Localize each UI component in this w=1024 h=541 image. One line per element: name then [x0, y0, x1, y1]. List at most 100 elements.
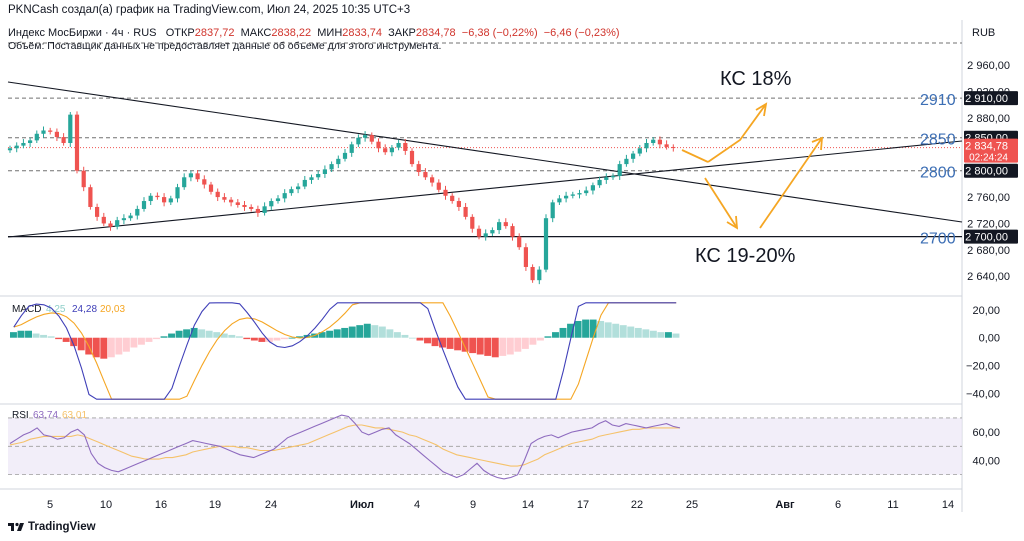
price-tick-label: 2 960,00 [967, 60, 1010, 72]
candle-body [182, 177, 187, 188]
candle-body [255, 208, 260, 213]
time-tick-label: 14 [522, 499, 534, 511]
macd-histogram-bar [446, 337, 454, 349]
macd-tick-label: 0,00 [979, 333, 1000, 345]
candle-body [376, 141, 381, 149]
macd-histogram-bar [288, 337, 296, 339]
macd-histogram-bar [604, 322, 612, 338]
price-tag-label: 2 800,00 [965, 166, 1008, 178]
candle-body [34, 133, 39, 141]
time-tick-label: 14 [942, 499, 954, 511]
candle-body [188, 173, 193, 178]
candle-body [148, 195, 153, 202]
candle-body [14, 145, 19, 149]
macd-histogram-bar [529, 337, 537, 345]
macd-histogram-bar [70, 337, 78, 347]
candle-body [396, 143, 401, 148]
macd-histogram-bar [393, 332, 401, 338]
price-tag-box [964, 229, 1018, 244]
macd-histogram-bar [664, 332, 672, 338]
macd-histogram-bar [55, 337, 63, 340]
time-tick-label: 24 [265, 499, 277, 511]
candle-body [175, 187, 180, 199]
candle-body [577, 193, 582, 195]
macd-signal-value: 20,03 [100, 304, 125, 315]
macd-histogram-bar [348, 326, 356, 338]
candle-body [423, 172, 428, 178]
macd-histogram-bar [168, 333, 176, 338]
candle-body [215, 191, 220, 198]
macd-histogram-bar [341, 327, 349, 338]
candle-body [329, 164, 334, 170]
macd-histogram-bar [552, 332, 559, 338]
macd-histogram-bar [469, 337, 477, 354]
level-number: 2800 [920, 165, 956, 182]
tradingview-logo: TradingView [8, 521, 96, 533]
candle-body [208, 184, 214, 192]
candle-body [336, 158, 341, 165]
macd-histogram-bar [424, 337, 431, 344]
rsi-ma-value: 63,01 [62, 410, 87, 421]
close-value: 2834,78 [415, 27, 456, 39]
candle-body [597, 179, 602, 186]
time-tick-label: Июл [350, 499, 374, 511]
rsi-tick-label: 60,00 [972, 427, 1000, 439]
change-value-2: −6,46 (−0,23%) [543, 27, 620, 39]
macd-histogram-bar [130, 337, 138, 348]
macd-histogram-bar [454, 337, 462, 351]
time-tick-label: 4 [414, 499, 420, 511]
currency-button[interactable]: RUB [972, 27, 996, 39]
candle-body [322, 169, 327, 174]
candle-body [88, 187, 93, 207]
candle-body [550, 202, 555, 219]
open-value: 2837,72 [194, 27, 235, 39]
macd-histogram-bar [265, 337, 273, 342]
rsi-value: 63,74 [33, 410, 58, 421]
macd-histogram-bar [514, 337, 522, 352]
macd-histogram-bar [115, 337, 123, 355]
macd-histogram-bar [401, 334, 409, 338]
macd-histogram-bar [213, 332, 221, 338]
macd-histogram-bar [190, 327, 198, 338]
candle-body [416, 164, 421, 173]
macd-histogram-bar [153, 337, 160, 340]
candle-body [7, 148, 13, 151]
candle-body [242, 204, 247, 207]
change-value: −6,38 (−0,22%) [461, 27, 538, 39]
candle-body [476, 228, 482, 237]
candle-body [168, 198, 173, 203]
price-tick-label: 2 640,00 [967, 271, 1010, 283]
macd-histogram-bar [183, 329, 191, 338]
candle-body [537, 269, 542, 281]
macd-histogram-bar [536, 337, 544, 341]
macd-histogram-bar [273, 337, 281, 341]
price-tag-label: 2 700,00 [965, 232, 1008, 244]
candle-body [275, 198, 281, 202]
price-tick-label: 2 720,00 [967, 218, 1010, 230]
trendlines [7, 81, 963, 238]
macd-histogram-bar [62, 337, 70, 342]
current-price-label: 2 834,78 [965, 141, 1008, 153]
candle-body [450, 195, 455, 202]
candle-body [409, 150, 415, 165]
candle-body [302, 179, 307, 187]
candle-body [61, 137, 66, 144]
candle-body [342, 152, 348, 159]
macd-histogram-bar [649, 330, 657, 338]
macd-histogram-bar [574, 320, 582, 338]
annotations: 2910 2850 2800 2700 КС 18% КС 19-20% [681, 68, 956, 267]
low-value: 2833,74 [342, 27, 383, 39]
branding-text: TradingView [28, 521, 96, 533]
candle-body [115, 220, 120, 227]
candle-body [664, 144, 669, 147]
time-tick-label: 22 [631, 499, 643, 511]
candle-body [48, 130, 53, 132]
level-number: 2910 [920, 92, 956, 109]
candle-body [443, 189, 448, 196]
close-label: ЗАКР [388, 27, 416, 39]
candle-body [54, 131, 59, 138]
macd-histogram-bar [17, 330, 25, 338]
rsi-line [9, 414, 681, 480]
high-label: МАКС [240, 27, 272, 39]
price-tick-label: 2 680,00 [967, 245, 1010, 257]
